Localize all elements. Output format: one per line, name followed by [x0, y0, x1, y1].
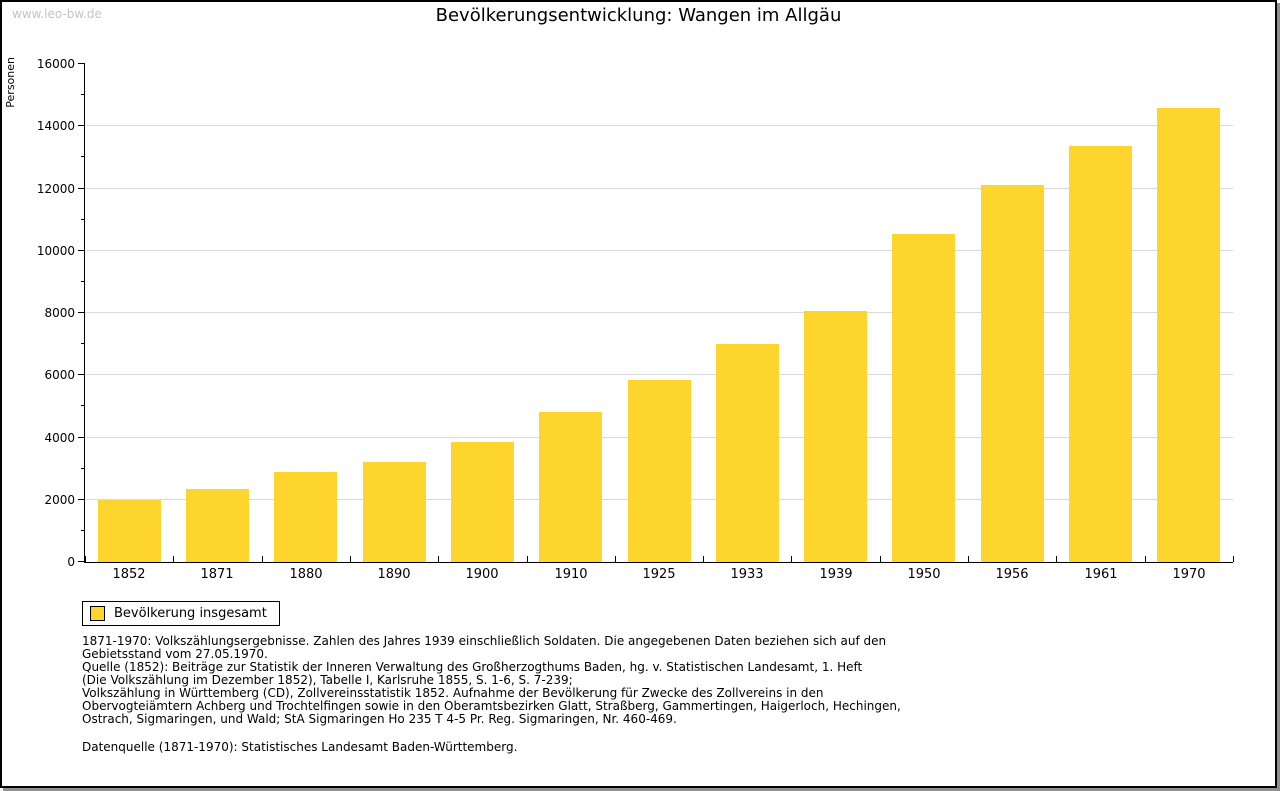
legend: Bevölkerung insgesamt — [82, 601, 280, 626]
bar-1950 — [892, 234, 955, 562]
y-axis-major-tick — [78, 63, 85, 64]
y-axis-minor-tick — [81, 467, 85, 469]
x-axis-label: 1961 — [1084, 567, 1118, 582]
y-axis-minor-tick — [81, 405, 85, 407]
bar-1871 — [186, 489, 249, 562]
y-axis-minor-tick — [81, 94, 85, 96]
chart-title: Bevölkerungsentwicklung: Wangen im Allgä… — [435, 5, 842, 26]
y-axis-minor-tick — [81, 343, 85, 345]
y-gridline — [85, 187, 1233, 189]
x-axis-label: 1900 — [465, 567, 499, 582]
x-axis-label: 1925 — [642, 567, 676, 582]
x-axis-label: 1871 — [200, 567, 234, 582]
bar-1925 — [628, 380, 691, 562]
y-gridline — [85, 374, 1233, 376]
y-axis-minor-tick — [81, 280, 85, 282]
legend-label: Bevölkerung insgesamt — [114, 606, 267, 621]
x-axis-tick — [527, 556, 528, 562]
bar-1890 — [363, 462, 426, 562]
y-gridline — [85, 125, 1233, 127]
y-axis-major-tick — [78, 187, 85, 189]
x-axis-label: 1933 — [730, 567, 764, 582]
footnotes: 1871-1970: Volkszählungsergebnisse. Zahl… — [82, 635, 901, 726]
x-axis-tick — [615, 556, 616, 562]
y-axis-minor-tick — [81, 156, 85, 158]
y-axis-tick-label: 2000 — [44, 492, 75, 507]
x-axis-tick — [1056, 556, 1057, 562]
footnote-line: Quelle (1852): Beiträge zur Statistik de… — [82, 660, 863, 674]
y-axis-tick-label: 0 — [67, 555, 75, 569]
footnote-line: Volkszählung in Württemberg (CD), Zollve… — [82, 686, 824, 700]
footnote-line: Ostrach, Sigmaringen, und Wald; StA Sigm… — [82, 712, 677, 726]
bar-1939 — [804, 311, 867, 562]
x-axis-label: 1910 — [554, 567, 588, 582]
legend-swatch — [90, 606, 105, 621]
x-axis-label: 1956 — [995, 567, 1029, 582]
x-axis-tick — [1145, 556, 1146, 562]
plot-area: 0 2000 4000 6000 8000 10000 12000 14000 16000 185… — [37, 58, 1234, 582]
y-axis-tick-label: 12000 — [36, 181, 75, 196]
y-axis-major-tick — [78, 498, 85, 500]
x-axis-label: 1939 — [819, 567, 853, 582]
x-axis-tick — [1233, 556, 1234, 562]
x-axis-tick — [173, 556, 174, 562]
bar-1956 — [981, 185, 1044, 562]
x-axis-label: 1890 — [377, 567, 411, 582]
x-axis-tick — [85, 556, 86, 562]
x-axis-tick — [791, 556, 792, 562]
x-axis-label: 1880 — [289, 567, 323, 582]
footnote-line: (Die Volkszählung im Dezember 1852), Tab… — [82, 673, 573, 687]
x-axis-label: 1950 — [907, 567, 941, 582]
x-axis-tick — [262, 556, 263, 562]
y-axis-minor-tick — [81, 529, 85, 531]
y-axis-tick-label: 16000 — [36, 57, 75, 71]
bar-1970 — [1157, 108, 1220, 562]
y-axis-tick-label: 10000 — [36, 243, 75, 258]
y-axis-minor-tick — [81, 218, 85, 220]
x-axis-label: 1852 — [112, 567, 146, 582]
x-axis-tick — [880, 556, 881, 562]
x-axis-tick — [703, 556, 704, 562]
y-axis-tick-label: 14000 — [36, 119, 75, 134]
bar-1933 — [716, 344, 779, 562]
bar-1910 — [539, 412, 602, 562]
footnote-line: 1871-1970: Volkszählungsergebnisse. Zahl… — [82, 634, 887, 648]
y-gridline — [85, 249, 1233, 251]
bar-1880 — [274, 472, 337, 562]
x-axis-label: 1970 — [1172, 567, 1206, 582]
y-axis-tick-label: 6000 — [44, 368, 75, 383]
y-axis-major-tick — [78, 125, 85, 127]
footnote-line: Gebietsstand vom 27.05.1970. — [82, 647, 268, 661]
datasource-note: Datenquelle (1871-1970): Statistisches L… — [82, 740, 518, 754]
y-axis-major-tick — [78, 312, 85, 313]
footnote-line: Obervogteiämtern Achberg und Trochtelfin… — [82, 699, 901, 713]
y-axis-tick-label: 4000 — [44, 430, 75, 445]
y-axis-tick-label: 8000 — [44, 306, 75, 320]
x-axis-tick — [350, 556, 351, 562]
y-gridline — [85, 312, 1233, 313]
y-axis-major-tick — [78, 249, 85, 251]
x-axis-tick — [438, 556, 439, 562]
bar-1961 — [1069, 146, 1132, 562]
x-axis-tick — [968, 556, 969, 562]
bar-1852 — [98, 500, 161, 562]
y-axis-major-tick — [78, 436, 85, 438]
bar-1900 — [451, 442, 514, 562]
y-axis-major-tick — [78, 374, 85, 376]
watermark: www.leo-bw.de — [12, 7, 102, 21]
y-axis-major-tick — [78, 561, 85, 562]
